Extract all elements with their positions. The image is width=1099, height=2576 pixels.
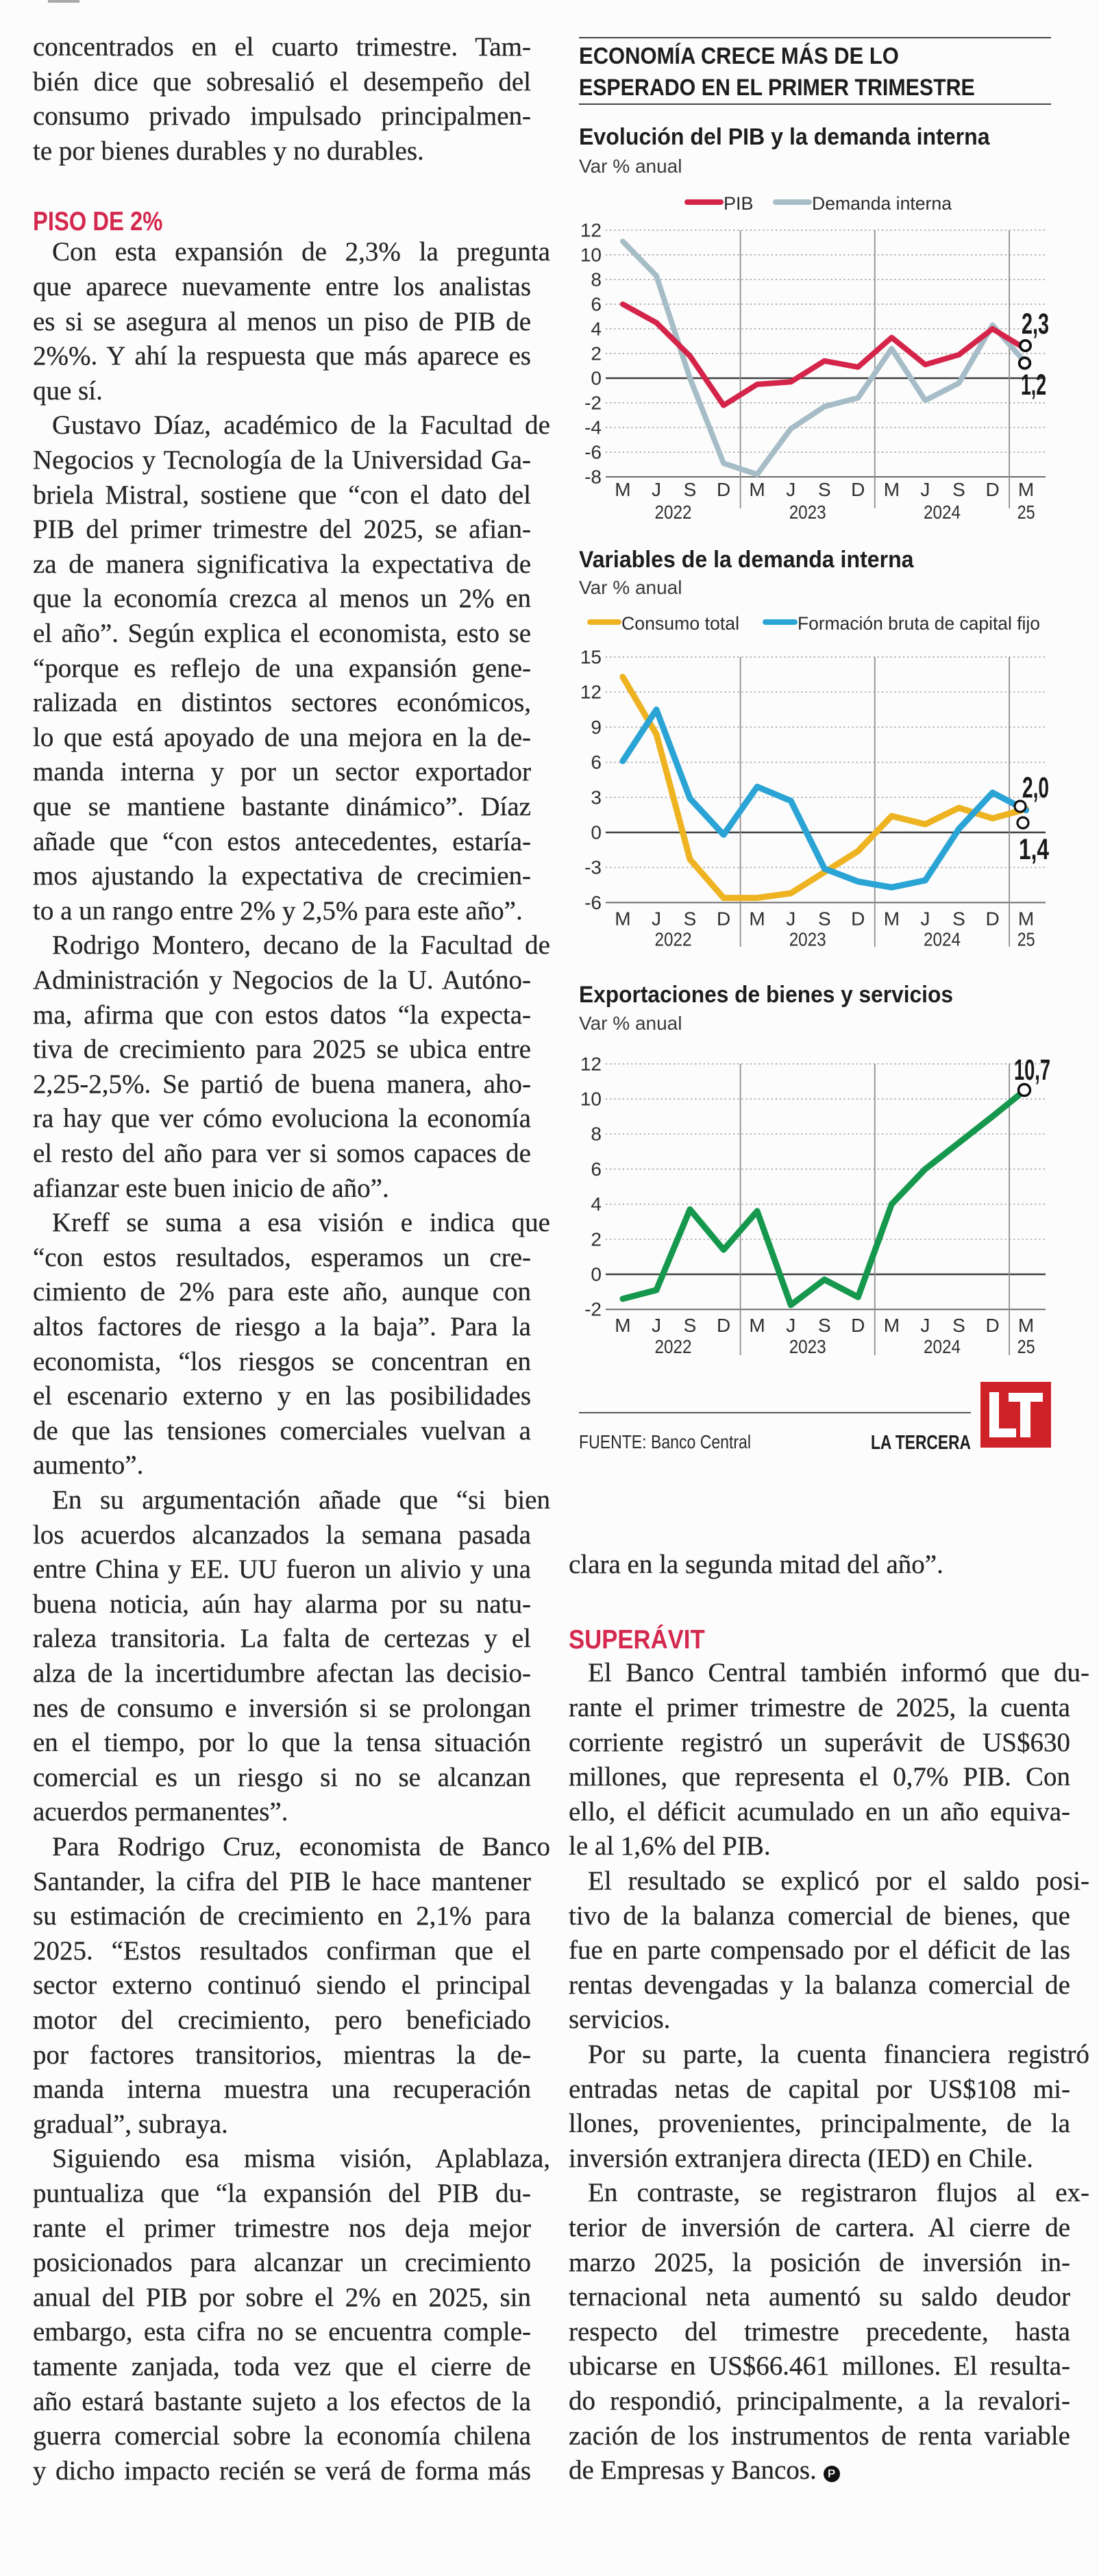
svg-text:2024: 2024 xyxy=(924,929,961,950)
svg-text:-2: -2 xyxy=(584,1299,602,1320)
svg-text:S: S xyxy=(684,908,697,930)
svg-text:J: J xyxy=(786,479,795,500)
svg-text:-6: -6 xyxy=(584,892,602,913)
svg-text:D: D xyxy=(717,1315,730,1336)
svg-text:D: D xyxy=(985,479,999,500)
svg-text:S: S xyxy=(818,908,831,930)
svg-text:10: 10 xyxy=(580,245,602,266)
svg-text:M: M xyxy=(615,1315,630,1336)
svg-text:Demanda interna: Demanda interna xyxy=(812,193,952,214)
svg-text:M: M xyxy=(884,908,900,930)
svg-text:15: 15 xyxy=(580,647,602,668)
svg-text:8: 8 xyxy=(591,269,602,290)
svg-text:J: J xyxy=(652,479,661,500)
svg-text:M: M xyxy=(749,1315,765,1336)
svg-text:-6: -6 xyxy=(584,442,602,463)
svg-text:4: 4 xyxy=(591,319,602,340)
svg-text:2,0: 2,0 xyxy=(1022,771,1049,804)
svg-text:Var % anual: Var % anual xyxy=(579,1013,682,1034)
svg-text:25: 25 xyxy=(1017,1336,1035,1357)
svg-text:25: 25 xyxy=(1017,501,1035,523)
svg-text:10,7: 10,7 xyxy=(1014,1054,1050,1087)
svg-text:2022: 2022 xyxy=(655,1336,692,1357)
svg-text:M: M xyxy=(1018,479,1034,500)
svg-text:M: M xyxy=(749,479,765,500)
svg-text:M: M xyxy=(615,479,630,500)
svg-text:Var % anual: Var % anual xyxy=(579,156,682,177)
svg-text:Exportaciones de bienes y serv: Exportaciones de bienes y servicios xyxy=(579,981,953,1007)
svg-text:8: 8 xyxy=(591,1124,602,1145)
svg-text:2,3: 2,3 xyxy=(1022,308,1049,340)
svg-text:2: 2 xyxy=(591,1228,602,1250)
svg-text:M: M xyxy=(884,479,900,500)
svg-text:2024: 2024 xyxy=(924,501,961,523)
svg-text:S: S xyxy=(684,1315,697,1336)
svg-text:M: M xyxy=(615,908,630,930)
svg-text:-8: -8 xyxy=(584,467,602,488)
svg-text:J: J xyxy=(786,1315,795,1336)
svg-text:J: J xyxy=(920,908,930,930)
svg-text:FUENTE: Banco Central: FUENTE: Banco Central xyxy=(579,1431,751,1452)
svg-text:10: 10 xyxy=(580,1089,602,1110)
svg-text:-3: -3 xyxy=(584,857,602,878)
svg-text:12: 12 xyxy=(580,220,602,241)
svg-text:LA TERCERA: LA TERCERA xyxy=(871,1432,971,1454)
svg-text:25: 25 xyxy=(1017,929,1035,950)
svg-text:Variables de la demanda intern: Variables de la demanda interna xyxy=(579,547,914,573)
svg-text:D: D xyxy=(717,479,730,500)
svg-text:2023: 2023 xyxy=(789,501,826,523)
svg-text:1,2: 1,2 xyxy=(1021,369,1046,401)
svg-text:2023: 2023 xyxy=(789,1336,826,1357)
svg-text:0: 0 xyxy=(591,1264,602,1285)
svg-text:6: 6 xyxy=(591,294,602,315)
svg-text:D: D xyxy=(985,908,999,930)
svg-text:2022: 2022 xyxy=(655,501,692,523)
svg-text:0: 0 xyxy=(591,368,602,389)
svg-text:M: M xyxy=(1018,1315,1034,1336)
svg-text:M: M xyxy=(884,1315,900,1336)
svg-text:J: J xyxy=(920,479,930,500)
svg-text:M: M xyxy=(749,908,765,930)
svg-text:S: S xyxy=(952,1315,965,1336)
svg-text:ESPERADO EN EL PRIMER TRIMESTR: ESPERADO EN EL PRIMER TRIMESTRE xyxy=(579,74,975,100)
svg-text:2: 2 xyxy=(591,343,602,364)
svg-text:6: 6 xyxy=(591,1159,602,1180)
svg-text:6: 6 xyxy=(591,752,602,773)
svg-text:9: 9 xyxy=(591,717,602,738)
svg-text:-4: -4 xyxy=(584,417,602,438)
svg-text:J: J xyxy=(652,908,661,930)
svg-text:2022: 2022 xyxy=(655,929,692,950)
svg-text:D: D xyxy=(851,479,865,500)
svg-text:S: S xyxy=(684,479,697,500)
svg-text:D: D xyxy=(717,908,730,930)
svg-text:Formación bruta de capital fij: Formación bruta de capital fijo xyxy=(798,613,1040,634)
svg-text:D: D xyxy=(851,908,865,930)
svg-text:S: S xyxy=(818,479,831,500)
svg-text:0: 0 xyxy=(591,822,602,843)
svg-text:M: M xyxy=(1018,908,1034,930)
svg-text:J: J xyxy=(786,908,795,930)
svg-text:2024: 2024 xyxy=(924,1336,961,1357)
svg-text:D: D xyxy=(851,1315,865,1336)
svg-text:J: J xyxy=(652,1315,661,1336)
svg-text:PIB: PIB xyxy=(724,193,754,214)
svg-text:Var % anual: Var % anual xyxy=(579,577,682,598)
svg-text:S: S xyxy=(818,1315,831,1336)
svg-text:1,4: 1,4 xyxy=(1019,833,1049,866)
svg-text:J: J xyxy=(920,1315,930,1336)
svg-text:Evolución del PIB y la demanda: Evolución del PIB y la demanda interna xyxy=(579,124,990,150)
svg-text:12: 12 xyxy=(580,682,602,703)
svg-text:3: 3 xyxy=(591,787,602,808)
svg-text:2023: 2023 xyxy=(789,929,826,950)
svg-text:D: D xyxy=(985,1315,999,1336)
svg-text:S: S xyxy=(952,908,965,930)
svg-text:Consumo total: Consumo total xyxy=(621,613,739,634)
svg-text:S: S xyxy=(952,479,965,500)
svg-text:4: 4 xyxy=(591,1193,602,1215)
svg-text:ECONOMÍA CRECE MÁS DE LO: ECONOMÍA CRECE MÁS DE LO xyxy=(579,42,899,69)
svg-text:12: 12 xyxy=(580,1053,602,1074)
svg-text:-2: -2 xyxy=(584,393,602,414)
